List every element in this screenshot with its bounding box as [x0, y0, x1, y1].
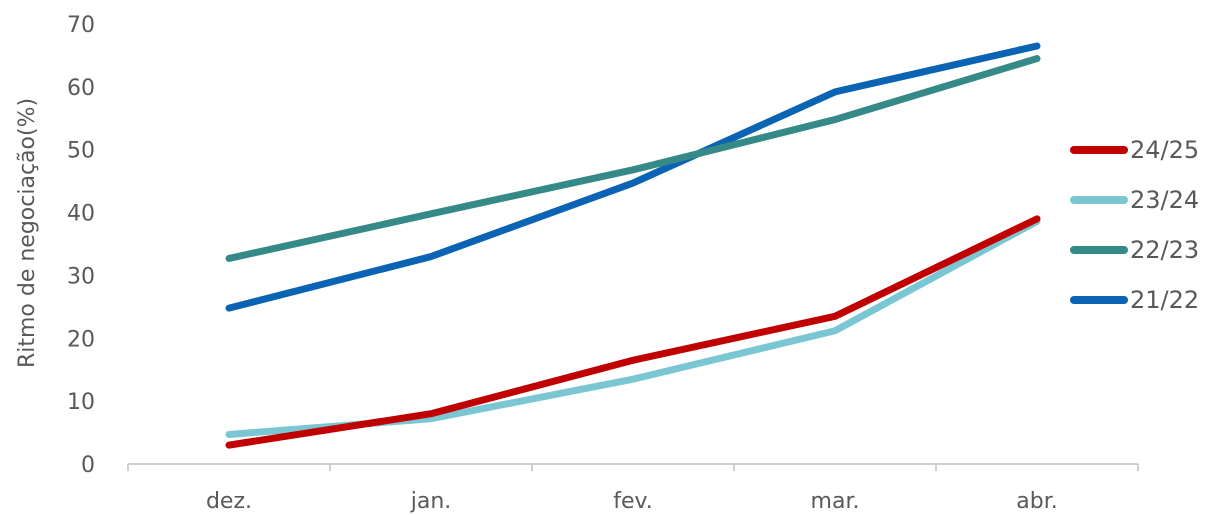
x-tick-label: abr. [1016, 489, 1057, 514]
series-line-23-24 [225, 217, 1041, 438]
y-tick-label: 60 [67, 76, 95, 101]
x-axis: dez. jan. fev. mar. abr. [127, 463, 1139, 514]
series-line-22-23 [225, 55, 1041, 262]
y-axis-label: Ritmo de negociação(%) [15, 98, 40, 368]
legend-label: 21/22 [1130, 286, 1199, 314]
y-tick-label: 70 [67, 13, 95, 38]
x-tick-label: jan. [410, 489, 452, 514]
y-tick-label: 20 [67, 327, 95, 352]
y-tick-label: 40 [67, 202, 95, 227]
x-tick-label: mar. [811, 489, 860, 514]
legend-label: 23/24 [1130, 186, 1199, 214]
y-tick-label: 30 [67, 264, 95, 289]
y-axis-ticks: 0 10 20 30 40 50 60 70 [67, 13, 95, 478]
legend-label: 22/23 [1130, 236, 1199, 264]
x-tick-label: dez. [206, 489, 252, 514]
x-tick-label: fev. [613, 489, 653, 514]
series-line-24-25 [225, 215, 1041, 449]
legend-label: 24/25 [1130, 136, 1199, 164]
series-lines [225, 42, 1041, 449]
y-tick-label: 50 [67, 139, 95, 164]
series-line-21-22 [225, 42, 1041, 312]
y-tick-label: 10 [67, 390, 95, 415]
y-tick-label: 0 [81, 453, 95, 478]
legend: 24/25 23/24 22/23 21/22 [1070, 136, 1199, 314]
